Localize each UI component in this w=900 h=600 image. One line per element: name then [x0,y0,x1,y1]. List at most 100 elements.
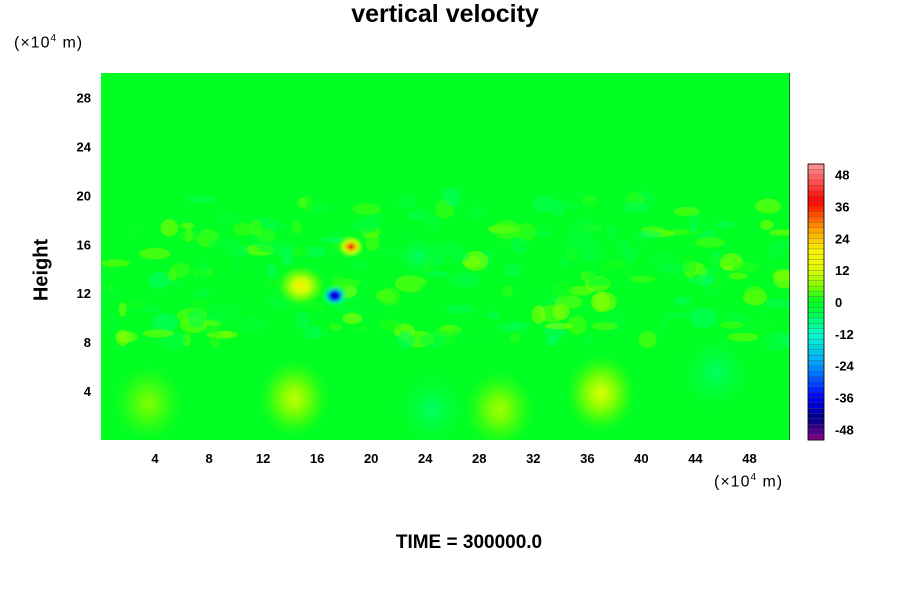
field-texture-blob [531,305,546,324]
colorbar-segment [807,169,825,176]
field-texture-blob [290,246,311,257]
field-texture-blob [292,220,302,234]
field-texture-blob [658,318,669,334]
field-feature [320,283,349,308]
colorbar-segment [807,370,825,377]
field-texture-blob [379,287,400,306]
field-texture-blob [352,203,382,216]
field-texture-blob [149,287,174,308]
y-tick-label: 28 [77,90,91,105]
colorbar-segment [807,280,825,287]
field-texture-blob [187,308,207,328]
field-feature [461,367,538,440]
field-texture-blob [394,275,427,293]
field-texture-blob [674,297,691,306]
field-texture-blob [694,236,725,248]
colorbar-segment [807,259,825,266]
field-texture-blob [606,226,619,241]
colorbar-tick-label: 36 [835,199,849,214]
field-texture-blob [398,194,417,209]
y-tick-label: 16 [77,237,91,252]
field-texture-blob [658,263,688,274]
field-texture-blob [612,304,638,319]
field-texture-blob [591,322,618,331]
field-texture-blob [221,330,233,339]
colorbar-segment [807,312,825,319]
field-feature [256,356,333,440]
x-tick-label: 12 [256,451,270,466]
colorbar-segment [807,392,825,398]
field-texture-blob [532,195,556,214]
field-texture-blob [342,312,363,325]
field-texture-blob [256,240,289,254]
field-texture-blob [765,298,790,309]
colorbar-segment [807,354,825,361]
field-texture-blob [208,304,239,324]
field-texture-blob [623,268,633,277]
field-texture-blob [486,310,500,319]
field-texture-blob [282,194,295,208]
colorbar-segment [807,296,825,303]
colorbar-segment [807,413,825,420]
colorbar-segment [807,291,825,298]
field-texture-blob [728,272,748,280]
field-texture-blob [126,222,140,237]
field-texture-blob [673,207,701,217]
colorbar: 48 36 24 12 0 -12 -24 -36 -48 [807,163,855,441]
field-texture-blob [510,237,527,254]
field-texture-blob [662,312,690,319]
field-texture-blob [629,275,656,283]
x-tick-label: 32 [526,451,540,466]
field-texture-blob [255,253,268,271]
colorbar-segment [807,386,825,393]
field-texture-blob [378,319,402,332]
field-texture-blob [755,336,777,346]
colorbar-tick-label: -48 [835,422,854,437]
field-texture-blob [266,263,278,279]
colorbar-segment [807,248,825,255]
x-tick-label: 28 [472,451,486,466]
field-texture-blob [590,292,611,312]
y-tick-label: 12 [77,286,91,301]
colorbar-segment [807,163,825,170]
field-texture-blob [118,302,127,317]
colorbar-segment [807,285,825,292]
x-axis-unit-exponent: 4 [750,472,758,483]
colorbar-segment [807,344,825,351]
field-texture-blob [314,202,346,209]
field-texture-blob [743,285,766,302]
colorbar-segment [807,275,825,282]
field-feature [394,367,470,440]
field-texture-blob [110,266,132,273]
x-tick-label: 20 [364,451,378,466]
field-texture-blob [226,239,237,255]
colorbar-segment [807,397,825,404]
field-texture-blob [101,285,117,306]
field-texture-blob [142,329,174,338]
colorbar-tick-label: 0 [835,295,842,310]
colorbar-tick-label: 48 [835,168,849,183]
colorbar-segment [807,339,825,345]
field-texture-blob [544,323,573,330]
field-texture-blob [582,334,594,346]
x-axis-unit: (×104 m) [714,472,783,491]
colorbar-segment [807,323,825,329]
field-texture-blob [467,328,480,341]
field-texture-blob [769,229,790,236]
field-texture-blob [493,219,522,240]
field-texture-blob [139,247,171,260]
x-axis-unit-prefix: (×10 [714,473,751,491]
field-texture-blob [232,222,253,237]
field-texture-blob [467,204,487,220]
field-texture-blob [148,271,171,290]
field-texture-blob [196,259,210,279]
colorbar-segment [807,227,825,234]
x-axis-unit-suffix: m) [757,473,784,491]
field-texture-blob [734,224,756,236]
field-texture-blob [706,288,720,295]
colorbar-segment [807,418,825,425]
field-texture-blob [622,248,637,263]
field-texture-blob [419,333,448,348]
field-texture-blob [715,220,736,229]
y-axis-unit-suffix: m) [57,34,84,52]
